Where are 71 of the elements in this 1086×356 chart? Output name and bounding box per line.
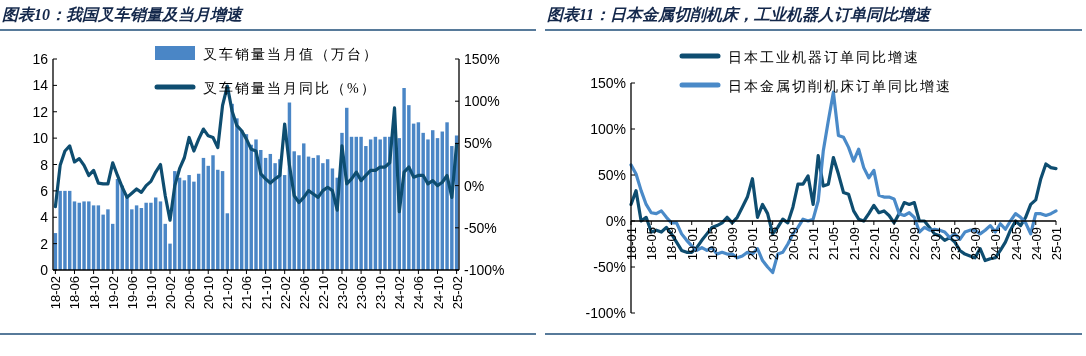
y-tick-label: 6 — [40, 182, 49, 199]
x-tick-label: 18-02 — [48, 276, 64, 310]
chart-title: 图表10：我国叉车销量及当月增速 — [2, 6, 244, 23]
x-tick-label: 22-10 — [315, 276, 331, 310]
bar — [254, 139, 258, 270]
x-tick-label: 20-09 — [785, 227, 801, 261]
y-tick-label: -50% — [593, 259, 626, 275]
x-tick-label: 19-01 — [684, 227, 700, 261]
y-tick-label: 100% — [590, 121, 626, 137]
x-tick-label: 21-10 — [258, 276, 274, 310]
x-tick-label: 19-10 — [143, 276, 159, 310]
x-tick-label: 24-06 — [411, 276, 427, 310]
x-tick-label: 23-05 — [947, 227, 963, 261]
x-tick-label: 24-05 — [1008, 227, 1024, 261]
y2-tick-label: 100% — [464, 93, 500, 110]
x-tick-label: 21-05 — [826, 227, 842, 261]
legend-label: 日本金属切削机床订单同比增速 — [728, 79, 952, 94]
x-tick-label: 25-01 — [1049, 227, 1064, 261]
y2-tick-label: 150% — [464, 51, 500, 67]
x-tick-label: 18-05 — [644, 227, 660, 261]
y-tick-label: 12 — [32, 103, 49, 120]
y-tick-label: 0 — [40, 262, 49, 278]
legend-label: 叉车销量当月值（万台） — [203, 47, 379, 62]
x-tick-label: 23-10 — [373, 276, 389, 310]
x-tick-label: 21-02 — [220, 276, 236, 310]
x-tick-label: 20-05 — [765, 227, 781, 261]
x-tick-label: 20-02 — [163, 276, 179, 310]
x-tick-label: 20-01 — [745, 227, 761, 261]
x-tick-label: 24-10 — [430, 276, 446, 310]
x-tick-label: 22-01 — [866, 227, 882, 261]
x-tick-label: 20-06 — [182, 276, 198, 310]
x-tick-label: 18-01 — [624, 227, 639, 261]
x-tick-label: 23-06 — [354, 276, 370, 310]
x-tick-label: 21-09 — [846, 227, 862, 261]
x-tick-label: 18-06 — [67, 276, 83, 310]
x-tick-label: 18-09 — [664, 227, 680, 261]
y-tick-label: 50% — [597, 167, 626, 183]
x-tick-label: 24-09 — [1028, 227, 1044, 261]
x-tick-label: 22-02 — [277, 276, 293, 310]
x-tick-label: 19-05 — [704, 227, 720, 261]
y-tick-label: -100% — [585, 305, 626, 321]
x-tick-label: 22-09 — [907, 227, 923, 261]
x-tick-label: 20-10 — [201, 276, 217, 310]
y-tick-label: 2 — [40, 235, 49, 252]
y-tick-label: 0% — [605, 213, 626, 229]
x-tick-label: 19-06 — [124, 276, 140, 310]
y2-tick-label: -50% — [464, 219, 497, 236]
y2-tick-label: 50% — [464, 135, 493, 152]
x-tick-label: 21-06 — [239, 276, 255, 310]
x-tick-label: 23-09 — [968, 227, 984, 261]
x-tick-label: 23-02 — [334, 276, 350, 310]
y2-tick-label: -100% — [464, 262, 505, 278]
y-tick-label: 14 — [32, 77, 49, 94]
y-tick-label: 150% — [590, 75, 626, 91]
x-tick-label: 23-01 — [927, 227, 943, 261]
x-tick-label: 24-02 — [392, 276, 408, 310]
y-tick-label: 8 — [40, 156, 49, 173]
y-tick-label: 4 — [40, 209, 49, 226]
y-tick-label: 10 — [32, 130, 49, 147]
x-tick-label: 25-02 — [449, 276, 465, 310]
y2-tick-label: 0% — [464, 177, 485, 194]
chart-title: 图表11：日本金属切削机床，工业机器人订单同比增速 — [547, 6, 933, 23]
x-tick-label: 19-09 — [725, 227, 741, 261]
legend-label: 日本工业机器订单同比增速 — [728, 50, 920, 65]
x-tick-label: 21-01 — [806, 227, 822, 261]
x-tick-label: 22-05 — [887, 227, 903, 261]
x-tick-label: 18-10 — [86, 276, 102, 310]
x-tick-label: 24-01 — [988, 227, 1004, 261]
x-tick-label: 19-02 — [105, 276, 121, 310]
x-tick-label: 22-06 — [296, 276, 312, 310]
y-tick-label: 16 — [32, 51, 49, 67]
